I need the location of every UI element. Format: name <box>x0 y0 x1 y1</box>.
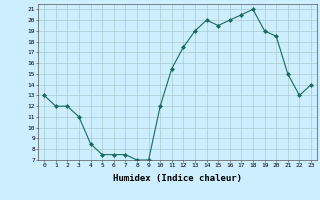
X-axis label: Humidex (Indice chaleur): Humidex (Indice chaleur) <box>113 174 242 183</box>
